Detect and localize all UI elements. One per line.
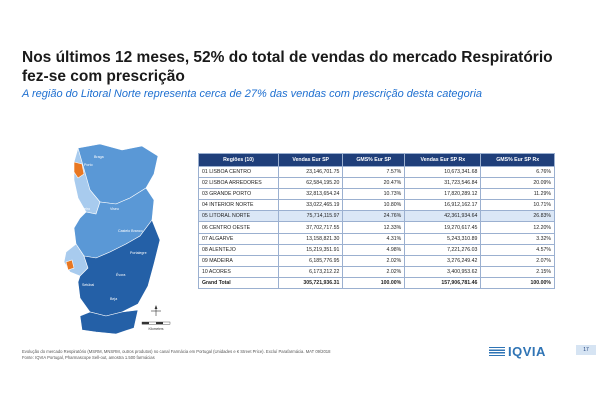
table-row: 10 ACORES 6,173,212.22 2.02% 3,400,953.6…	[198, 265, 555, 278]
table-cell: 19,270,617.45	[404, 221, 482, 234]
table-cell: 26.83%	[480, 210, 555, 223]
map-label-aveiro: Aveiro	[80, 207, 90, 211]
column-header: GMS% Eur SP	[342, 153, 406, 167]
portugal-region-map: Porto Braga Aveiro Viseu Castelo Branco …	[63, 143, 161, 335]
table-cell: 32,813,654.24	[277, 188, 344, 201]
table-cell: 4.31%	[342, 232, 406, 245]
table-cell: 17,820,289.12	[404, 188, 482, 201]
table-cell: 100.00%	[480, 276, 555, 290]
footnote-source: Fonte: IQVIA Portugal, Pharmascope Sell-…	[22, 355, 155, 361]
table-row: 07 ALGARVE 13,158,821.30 4.31% 5,243,310…	[198, 232, 555, 245]
table-cell: 10 ACORES	[198, 265, 279, 278]
table-cell: 01 LISBOA CENTRO	[198, 165, 279, 179]
table-cell: 2.02%	[342, 265, 406, 278]
table-cell: 07 ALGARVE	[198, 232, 279, 245]
table-cell: 20.09%	[480, 177, 555, 190]
table-cell: 10.80%	[342, 199, 406, 212]
table-cell: 13,158,821.30	[277, 232, 344, 245]
table-cell: 42,361,934.64	[404, 210, 482, 223]
logo-text: IQVIA	[508, 344, 546, 359]
table-cell: 05 LITORAL NORTE	[198, 210, 279, 223]
table-row: 04 INTERIOR NORTE 33,022,465.19 10.80% 1…	[198, 199, 555, 212]
slide-footnote: Evolução do mercado Respiratório (MSRM, …	[22, 349, 422, 362]
iqvia-logo: IQVIA	[489, 344, 546, 359]
map-scale-compass: Kilometers	[141, 305, 171, 331]
map-label-porto: Porto	[84, 163, 93, 167]
table-cell: 7.57%	[342, 165, 406, 179]
table-cell: 12.20%	[480, 221, 555, 234]
map-region-alentejo	[77, 219, 161, 317]
table-row: 02 LISBOA ARREDORES 62,584,195.20 20.47%…	[198, 177, 555, 190]
map-region-grande-porto	[73, 161, 85, 179]
slide-title: Nos últimos 12 meses, 52% do total de ve…	[22, 49, 553, 85]
column-header: GMS% Eur SP Rx	[480, 153, 555, 167]
table-cell: 75,714,115.97	[277, 210, 344, 223]
table-cell: 06 CENTRO OESTE	[198, 221, 279, 234]
map-region-lisboa-centro	[65, 259, 75, 271]
table-cell: 08 ALENTEJO	[198, 243, 279, 256]
table-cell: 16,912,162.17	[404, 199, 482, 212]
table-cell: 2.07%	[480, 254, 555, 267]
table-cell: 09 MADEIRA	[198, 254, 279, 267]
table-total-row: Grand Total 305,721,936.31 100.00% 157,9…	[198, 276, 555, 290]
table-cell: 6,173,212.22	[277, 265, 344, 278]
table-cell: 4.98%	[342, 243, 406, 256]
table-cell: 04 INTERIOR NORTE	[198, 199, 279, 212]
sales-table: Regiões (10) Vendas Eur SP GMS% Eur SP V…	[198, 153, 555, 290]
table-cell: 2.15%	[480, 265, 555, 278]
table-cell: Grand Total	[198, 276, 279, 290]
map-label-evora: Évora	[116, 272, 125, 277]
table-cell: 10.73%	[342, 188, 406, 201]
table-cell: 33,022,465.19	[277, 199, 344, 212]
map-region-algarve	[79, 309, 139, 335]
table-cell: 305,721,936.31	[277, 276, 344, 290]
column-header: Vendas Eur SP Rx	[404, 153, 482, 167]
map-label-portalegre: Portalegre	[130, 251, 147, 255]
table-row: 09 MADEIRA 6,185,776.95 2.02% 3,276,249.…	[198, 254, 555, 267]
footnote-line: Evolução do mercado Respiratório (MSRM, …	[22, 349, 331, 354]
column-header: Regiões (10)	[198, 153, 279, 167]
table-cell: 3,400,953.62	[404, 265, 482, 278]
table-cell: 11.29%	[480, 188, 555, 201]
table-cell: 37,702,717.55	[277, 221, 344, 234]
table-cell: 23,146,701.75	[277, 165, 344, 179]
table-cell: 02 LISBOA ARREDORES	[198, 177, 279, 190]
table-cell: 3.32%	[480, 232, 555, 245]
map-label-braga: Braga	[94, 155, 104, 159]
map-label-castelo-branco: Castelo Branco	[118, 229, 143, 233]
table-cell: 03 GRANDE PORTO	[198, 188, 279, 201]
table-cell: 12.33%	[342, 221, 406, 234]
table-cell: 6.76%	[480, 165, 555, 179]
table-cell: 10,673,341.68	[404, 165, 482, 179]
table-cell: 5,243,310.89	[404, 232, 482, 245]
map-label-setubal: Setúbal	[82, 283, 94, 287]
table-cell: 24.76%	[342, 210, 406, 223]
table-row: 06 CENTRO OESTE 37,702,717.55 12.33% 19,…	[198, 221, 555, 234]
table-cell: 100.00%	[342, 276, 406, 290]
slide-subtitle: A região do Litoral Norte representa cer…	[22, 88, 483, 100]
table-cell: 2.02%	[342, 254, 406, 267]
page-number: 17	[576, 345, 596, 355]
table-cell: 15,219,351.91	[277, 243, 344, 256]
table-cell: 3,276,249.42	[404, 254, 482, 267]
table-header-row: Regiões (10) Vendas Eur SP GMS% Eur SP V…	[198, 153, 555, 167]
table-cell: 7,221,276.03	[404, 243, 482, 256]
table-cell: 6,185,776.95	[277, 254, 344, 267]
table-row-highlighted: 05 LITORAL NORTE 75,714,115.97 24.76% 42…	[198, 210, 555, 223]
logo-bars-icon	[489, 346, 505, 357]
map-label-viseu: Viseu	[110, 207, 119, 211]
map-label-beja: Beja	[110, 297, 117, 301]
table-cell: 20.47%	[342, 177, 406, 190]
column-header: Vendas Eur SP	[277, 153, 344, 167]
map-scale-label: Kilometers	[148, 327, 163, 331]
table-row: 01 LISBOA CENTRO 23,146,701.75 7.57% 10,…	[198, 165, 555, 179]
table-cell: 62,584,195.20	[277, 177, 344, 190]
table-row: 03 GRANDE PORTO 32,813,654.24 10.73% 17,…	[198, 188, 555, 201]
table-cell: 10.71%	[480, 199, 555, 212]
table-cell: 157,906,781.46	[404, 276, 482, 290]
table-cell: 4.57%	[480, 243, 555, 256]
table-cell: 31,723,546.84	[404, 177, 482, 190]
table-row: 08 ALENTEJO 15,219,351.91 4.98% 7,221,27…	[198, 243, 555, 256]
